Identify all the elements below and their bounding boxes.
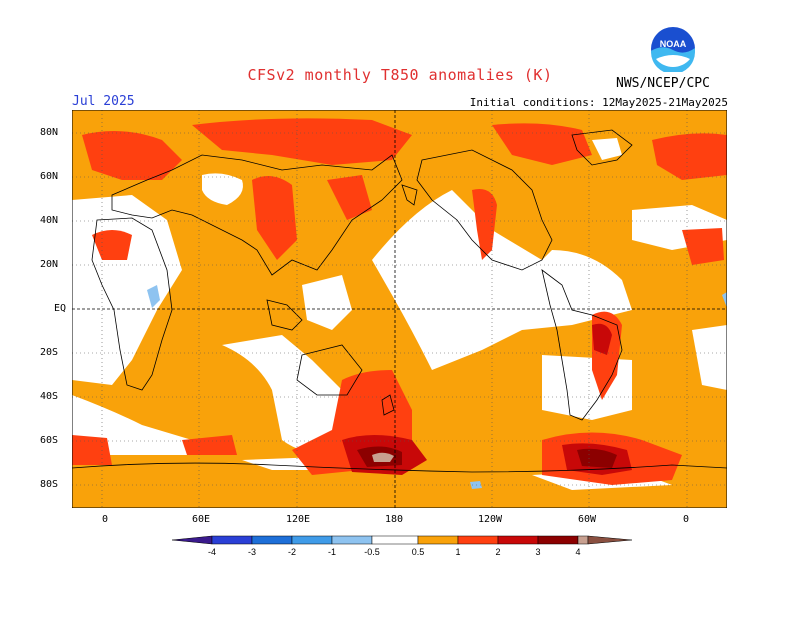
colorbar-arrow-low <box>172 535 213 545</box>
lon-label: 120E <box>286 514 311 525</box>
colorbar-tick: -0.5 <box>364 547 380 557</box>
colorbar-tick: -1 <box>328 547 336 557</box>
lon-label: 60E <box>192 514 211 525</box>
colorbar-tick: 0.5 <box>412 547 425 557</box>
lat-label: 60S <box>40 435 59 446</box>
lat-label: 80S <box>40 479 59 490</box>
colorbar-tick: -3 <box>248 547 256 557</box>
colorbar-tick: -4 <box>208 547 216 557</box>
lat-label: EQ <box>54 303 67 314</box>
lat-label: 40S <box>40 391 59 402</box>
colorbar-arrow-high <box>587 535 632 545</box>
lat-label: 40N <box>40 215 59 226</box>
lat-label: 20N <box>40 259 59 270</box>
brown-anomaly-regions <box>357 446 617 468</box>
lon-label: 0 <box>683 514 690 525</box>
neutral-regions <box>72 138 727 490</box>
lat-label: 80N <box>40 127 59 138</box>
colorbar-tick: 2 <box>495 547 500 557</box>
lon-label: 180 <box>385 514 404 525</box>
initial-conditions: Initial conditions: 12May2025-21May2025 <box>469 96 728 109</box>
colorbar: -4 -3 -2 -1 -0.5 0.5 1 2 3 4 <box>172 535 632 557</box>
lon-label: 60W <box>578 514 597 525</box>
anomaly-map <box>72 110 727 508</box>
noaa-logo-icon: NOAA <box>651 27 695 72</box>
colorbar-tick: -2 <box>288 547 296 557</box>
lat-label: 60N <box>40 171 59 182</box>
cool-anomaly-regions <box>147 285 727 489</box>
colorbar-tick: 3 <box>535 547 540 557</box>
colorbar-tick: 1 <box>455 547 460 557</box>
logo-text: NOAA <box>660 39 687 49</box>
lon-label: 0 <box>102 514 109 525</box>
extreme-anomaly-regions <box>372 452 394 462</box>
lon-label: 120W <box>478 514 503 525</box>
agency-label: NWS/NCEP/CPC <box>616 76 710 91</box>
reference-lines <box>72 110 727 508</box>
coastlines <box>72 129 727 473</box>
forecast-month: Jul 2025 <box>72 94 135 109</box>
colorbar-tick: 4 <box>575 547 580 557</box>
lat-label: 20S <box>40 347 59 358</box>
map-title: CFSv2 monthly T850 anomalies (K) <box>247 66 553 84</box>
